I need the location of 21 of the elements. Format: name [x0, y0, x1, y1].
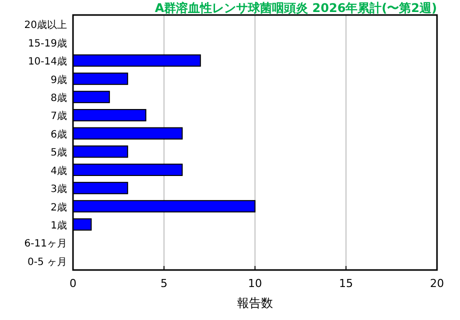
y-tick-label: 3歳	[50, 183, 67, 196]
x-axis-title: 報告数	[237, 296, 273, 310]
y-tick-label: 6歳	[50, 128, 67, 140]
y-tick-label: 5歳	[50, 146, 67, 159]
x-tick-label: 5	[160, 277, 168, 290]
y-tick-label: 8歳	[50, 92, 67, 104]
y-tick-label: 4歳	[50, 164, 67, 177]
y-tick-label: 0-5 ヶ月	[27, 256, 67, 268]
x-tick-label: 20	[430, 277, 444, 290]
y-tick-label: 15-19歳	[28, 37, 67, 50]
y-tick-label: 7歳	[50, 110, 67, 122]
y-tick-label: 6-11ヶ月	[24, 238, 67, 250]
y-tick-label: 9歳	[50, 74, 67, 86]
y-tick-label: 20歳以上	[24, 19, 67, 32]
y-tick-label: 1歳	[50, 219, 67, 232]
x-tick-label: 0	[70, 277, 76, 290]
chart-title: A群溶血性レンサ球菌咽頭炎 2026年累計(〜第2週)	[154, 1, 437, 15]
y-tick-label: 2歳	[50, 201, 67, 214]
y-tick-label: 10-14歳	[28, 56, 67, 68]
x-tick-label: 10	[248, 277, 262, 290]
x-tick-label: 15	[339, 277, 353, 290]
